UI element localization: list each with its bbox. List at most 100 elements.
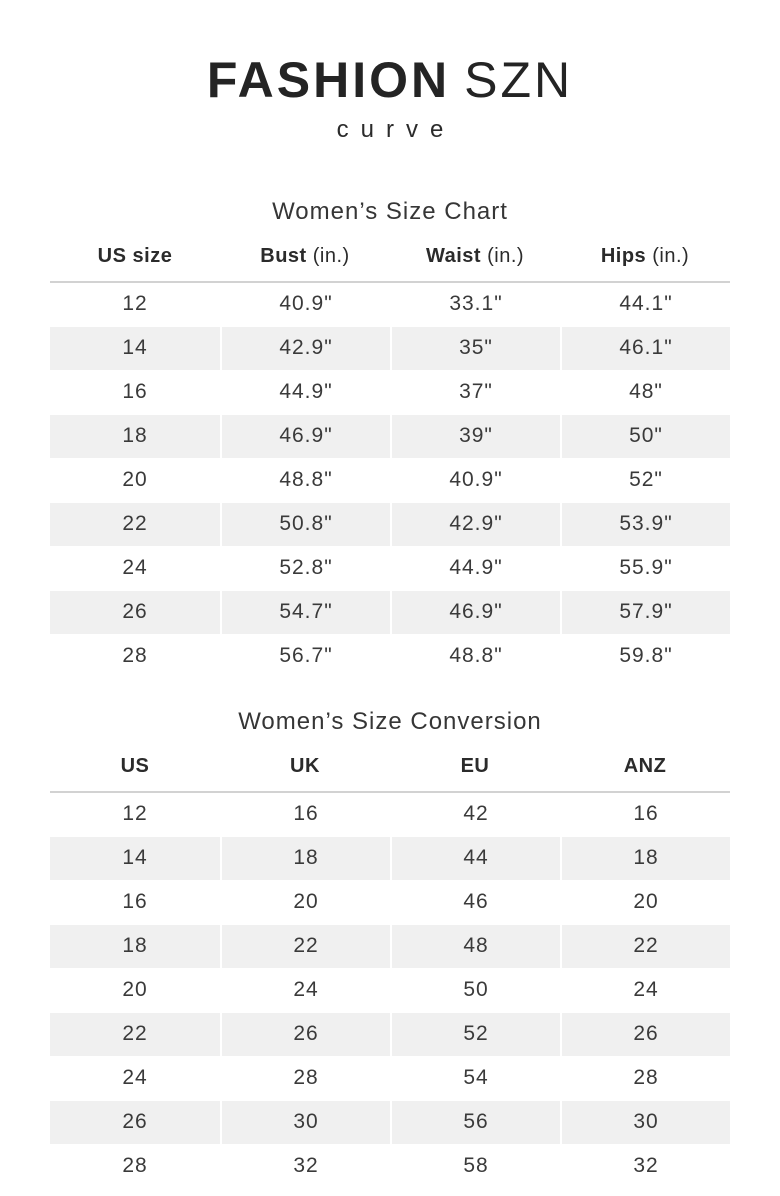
table-cell: 39"	[390, 414, 560, 459]
table-cell: 52.8"	[220, 546, 390, 591]
table-row: 14 18 44 18	[50, 836, 730, 881]
table-cell: 50.8"	[220, 502, 390, 547]
size-chart-body: 12 40.9" 33.1" 44.1" 14 42.9" 35" 46.1" 16 44.9" 3…	[50, 282, 730, 679]
column-header: ANZ	[560, 749, 730, 793]
table-row: 20 48.8" 40.9" 52"	[50, 458, 730, 503]
table-cell: 16	[50, 881, 220, 925]
table-cell: 20	[560, 880, 730, 925]
column-header: EU	[390, 749, 560, 793]
table-cell: 16	[220, 792, 390, 837]
table-cell: 50	[390, 968, 560, 1013]
table-cell: 48	[390, 924, 560, 969]
table-cell: 12	[50, 283, 220, 327]
table-cell: 46.1"	[560, 326, 730, 371]
column-header: Bust (in.)	[220, 239, 390, 283]
brand-name-secondary: SZN	[464, 52, 574, 108]
table-row: 28 32 58 32	[50, 1144, 730, 1189]
table-cell: 44.1"	[560, 282, 730, 327]
table-cell: 52	[390, 1012, 560, 1057]
brand-name-primary: FASHION	[206, 52, 451, 108]
table-row: 22 26 52 26	[50, 1012, 730, 1057]
table-cell: 24	[50, 1057, 220, 1101]
table-cell: 22	[220, 924, 390, 969]
table-cell: 33.1"	[390, 282, 560, 327]
table-cell: 46	[390, 880, 560, 925]
table-cell: 12	[50, 793, 220, 837]
header-row: US size Bust (in.) Waist (in.) Hips (in.)	[50, 239, 730, 283]
table-row: 28 56.7" 48.8" 59.8"	[50, 634, 730, 679]
table-cell: 54	[390, 1056, 560, 1101]
table-row: 18 46.9" 39" 50"	[50, 414, 730, 459]
table-row: 22 50.8" 42.9" 53.9"	[50, 502, 730, 547]
table-cell: 48.8"	[390, 634, 560, 679]
table-cell: 42.9"	[220, 326, 390, 371]
table-cell: 18	[220, 836, 390, 881]
table-cell: 44.9"	[390, 546, 560, 591]
column-header: Hips (in.)	[560, 239, 730, 283]
table-cell: 30	[220, 1100, 390, 1145]
size-chart-table: US size Bust (in.) Waist (in.) Hips (in.) 1…	[50, 239, 730, 679]
table-cell: 48.8"	[220, 458, 390, 503]
size-chart-header: US size Bust (in.) Waist (in.) Hips (in.)	[50, 239, 730, 283]
table-cell: 42.9"	[390, 502, 560, 547]
table-cell: 26	[220, 1012, 390, 1057]
table-cell: 22	[50, 502, 220, 547]
table-cell: 20	[50, 459, 220, 503]
table-row: 16 44.9" 37" 48"	[50, 370, 730, 415]
table-row: 18 22 48 22	[50, 924, 730, 969]
table-cell: 37"	[390, 370, 560, 415]
table-cell: 28	[560, 1056, 730, 1101]
table-cell: 22	[50, 1012, 220, 1057]
table-row: 12 16 42 16	[50, 792, 730, 837]
table-cell: 55.9"	[560, 546, 730, 591]
table-cell: 32	[220, 1144, 390, 1189]
table-cell: 46.9"	[390, 590, 560, 635]
table-cell: 40.9"	[220, 282, 390, 327]
table-cell: 24	[220, 968, 390, 1013]
table-cell: 14	[50, 326, 220, 371]
table-cell: 54.7"	[220, 590, 390, 635]
table-row: 24 52.8" 44.9" 55.9"	[50, 546, 730, 591]
brand-tagline: curve	[336, 115, 456, 143]
table-cell: 40.9"	[390, 458, 560, 503]
conversion-chart-header: US UK EU ANZ	[50, 749, 730, 793]
table-cell: 24	[50, 547, 220, 591]
column-header: US size	[50, 239, 220, 283]
column-header: UK	[220, 749, 390, 793]
table-cell: 50"	[560, 414, 730, 459]
table-row: 12 40.9" 33.1" 44.1"	[50, 282, 730, 327]
table-cell: 57.9"	[560, 590, 730, 635]
table-cell: 20	[50, 969, 220, 1013]
table-row: 14 42.9" 35" 46.1"	[50, 326, 730, 371]
table-cell: 20	[220, 880, 390, 925]
header-row: US UK EU ANZ	[50, 749, 730, 793]
table-cell: 56	[390, 1100, 560, 1145]
table-cell: 42	[390, 792, 560, 837]
table-cell: 56.7"	[220, 634, 390, 679]
table-cell: 48"	[560, 370, 730, 415]
table-cell: 52"	[560, 458, 730, 503]
table-cell: 30	[560, 1100, 730, 1145]
table-cell: 28	[50, 635, 220, 679]
table-cell: 26	[50, 590, 220, 635]
table-cell: 35"	[390, 326, 560, 371]
table-cell: 32	[560, 1144, 730, 1189]
table-cell: 53.9"	[560, 502, 730, 547]
table-row: 26 54.7" 46.9" 57.9"	[50, 590, 730, 635]
table-cell: 26	[560, 1012, 730, 1057]
table-cell: 59.8"	[560, 634, 730, 679]
column-header: US	[50, 749, 220, 793]
table-cell: 14	[50, 836, 220, 881]
table-cell: 28	[50, 1145, 220, 1189]
table-cell: 26	[50, 1100, 220, 1145]
table-cell: 58	[390, 1144, 560, 1189]
table-cell: 46.9"	[220, 414, 390, 459]
table-cell: 44	[390, 836, 560, 881]
table-row: 26 30 56 30	[50, 1100, 730, 1145]
table-cell: 16	[560, 792, 730, 837]
table-cell: 44.9"	[220, 370, 390, 415]
conversion-chart-body: 12 16 42 16 14 18 44 18 16 20 46 20 18 22 48 22 20 24 50 24…	[50, 792, 730, 1189]
table-row: 20 24 50 24	[50, 968, 730, 1013]
size-chart-title: Women’s Size Chart	[272, 197, 508, 225]
